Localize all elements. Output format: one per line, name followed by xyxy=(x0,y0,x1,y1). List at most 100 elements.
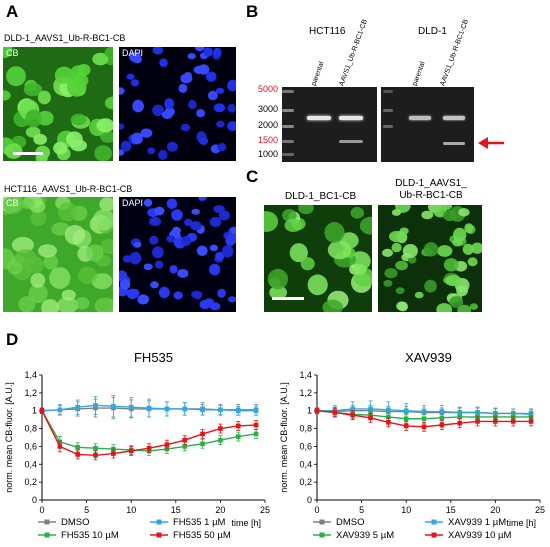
chart-title: FH535 xyxy=(134,350,173,365)
cell-blob xyxy=(300,257,315,271)
cell-blob xyxy=(11,236,34,253)
cell-blob xyxy=(166,198,178,210)
cell-blob xyxy=(99,197,113,212)
cell-blob xyxy=(209,216,222,228)
cell-blob xyxy=(307,274,328,296)
data-point xyxy=(75,404,80,410)
cell-blob xyxy=(227,121,236,131)
x-tick-label: 0 xyxy=(39,505,44,515)
data-point xyxy=(253,422,259,428)
cell-blob xyxy=(395,260,408,271)
cell-blob xyxy=(53,141,68,155)
data-point xyxy=(421,424,427,430)
data-point xyxy=(164,406,170,412)
cell-blob xyxy=(38,244,57,258)
cell-blob xyxy=(132,99,144,113)
cell-blob xyxy=(228,296,236,303)
data-point xyxy=(439,422,445,428)
cell-blob xyxy=(414,291,424,299)
cell-blob xyxy=(37,90,51,105)
cell-blob xyxy=(161,110,173,119)
chart-xav939: XAV939 0 0,2 0,4 0,6 0,8 1 1,2 1,4 0 5 10 15 20 25 time… xyxy=(279,350,545,541)
cell-blob xyxy=(391,242,402,253)
cell-blob xyxy=(322,299,343,312)
data-point xyxy=(93,403,98,408)
data-point xyxy=(93,445,98,451)
legend-swatch xyxy=(44,519,50,525)
cell-blob xyxy=(193,65,205,74)
cell-blob xyxy=(269,285,287,300)
cell-blob xyxy=(209,244,218,251)
cell-blob xyxy=(217,143,227,152)
data-point xyxy=(128,404,134,410)
cell-blob xyxy=(23,83,43,97)
y-tick-label: 0,4 xyxy=(299,459,312,469)
data-point xyxy=(403,423,409,429)
data-point xyxy=(93,453,98,458)
y-tick-label: 1 xyxy=(32,406,37,416)
cell-blob xyxy=(126,288,139,299)
data-point xyxy=(314,408,320,414)
data-point xyxy=(235,434,241,439)
cell-blob xyxy=(218,210,230,221)
y-tick-label: 1,2 xyxy=(24,388,37,398)
data-point xyxy=(439,409,445,414)
legend-swatch xyxy=(156,519,162,525)
cell-blob xyxy=(436,303,453,312)
scale-bar xyxy=(272,297,304,300)
cell-blob xyxy=(94,145,112,161)
y-axis-label: norm. mean CB-fluor. [A.U.] xyxy=(279,382,289,493)
data-point xyxy=(200,431,205,437)
cell-blob xyxy=(227,79,236,92)
lane-label-parental: parental xyxy=(310,60,326,87)
cell-blob xyxy=(3,248,15,270)
cell-blob xyxy=(227,103,236,113)
x-tick-label: 10 xyxy=(126,505,136,515)
data-point xyxy=(457,414,463,420)
cell-blob xyxy=(389,230,405,243)
cell-blob xyxy=(147,147,156,155)
gel-hct116-title: HCT116 xyxy=(309,26,346,37)
data-point xyxy=(475,419,480,424)
x-tick-label: 15 xyxy=(446,505,456,515)
cell-blob xyxy=(198,197,207,201)
cell-blob xyxy=(443,209,457,222)
cell-blob xyxy=(178,83,188,93)
x-axis-label: time [h] xyxy=(231,518,261,528)
data-point xyxy=(218,437,223,443)
x-tick-label: 25 xyxy=(535,505,545,515)
gel-band xyxy=(409,116,431,120)
cell-blob xyxy=(70,113,87,126)
cell-blob xyxy=(196,245,208,256)
ladder-band xyxy=(282,90,294,93)
cell-blob xyxy=(205,71,217,82)
micrograph-dld1-aavs1-cb xyxy=(378,205,482,312)
data-point xyxy=(350,406,355,412)
x-tick-label: 20 xyxy=(490,505,500,515)
cell-blob xyxy=(424,279,437,293)
panel-c-right-title-2: Ub-R-BC1-CB xyxy=(399,190,463,201)
legend-entry: XAV939 5 µM xyxy=(336,530,394,541)
data-point xyxy=(111,451,116,456)
cell-blob xyxy=(384,268,398,279)
data-point xyxy=(218,426,223,431)
cell-blob xyxy=(437,245,453,257)
panel-letter-a: A xyxy=(6,2,19,21)
cell-blob xyxy=(458,208,470,217)
legend-entry: XAV939 1 µM xyxy=(448,517,506,528)
panel-c-left-title: DLD-1_BC1-CB xyxy=(285,191,357,202)
cell-blob xyxy=(6,66,26,87)
cell-blob xyxy=(18,296,36,312)
ladder-3000: 3000 xyxy=(257,104,278,114)
x-tick-label: 20 xyxy=(215,505,225,515)
data-point xyxy=(218,407,223,413)
ladder-band xyxy=(383,90,393,93)
cell-blob xyxy=(133,241,142,248)
gel-hct116 xyxy=(282,87,377,162)
cell-blob xyxy=(78,266,97,284)
cell-blob xyxy=(3,197,24,215)
cell-blob xyxy=(137,294,149,305)
cell-blob xyxy=(130,79,140,87)
data-point xyxy=(146,445,152,451)
cell-blob xyxy=(25,109,42,128)
